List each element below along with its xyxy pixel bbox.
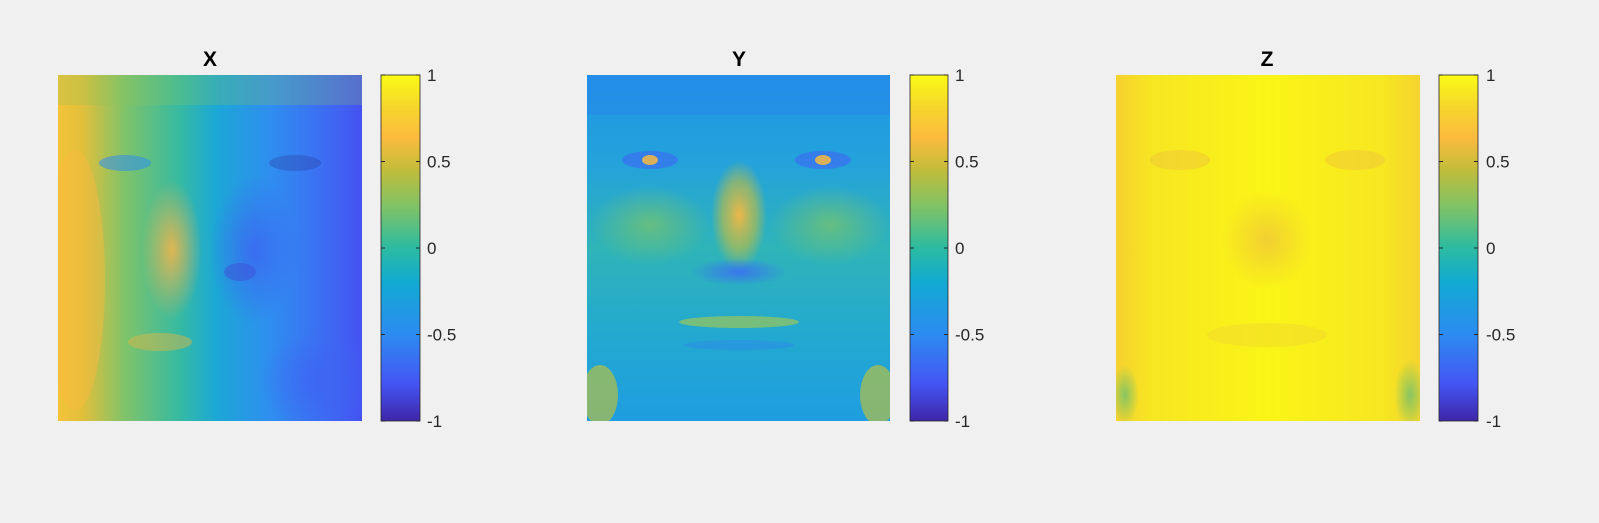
colorbar-y-tick-label: -1	[955, 412, 970, 431]
colorbar-z-tick-label: 0	[1486, 239, 1495, 258]
colorbar-y-tick-label: 0.5	[955, 153, 979, 172]
colorbar-y-ticks	[910, 74, 948, 422]
colorbar-z-tick-label: -1	[1486, 412, 1501, 431]
colorbar-y-tick-label: 0	[955, 239, 964, 258]
colorbar-z-tick-label: 0.5	[1486, 153, 1510, 172]
colorbar-x-gradient	[380, 74, 421, 422]
colorbar-y-tick-label: -0.5	[955, 326, 984, 345]
colorbar-z-tick-label: 1	[1486, 66, 1495, 85]
panel-z-image	[1116, 75, 1420, 421]
colorbar-y: 1 0.5 0 -0.5 -1	[909, 66, 984, 431]
panel-y: Y	[587, 48, 890, 421]
panel-y-title: Y	[732, 48, 746, 71]
colorbar-x-ticks	[381, 74, 420, 422]
colorbar-x-tick-label: 0.5	[427, 153, 451, 172]
panel-x: X	[58, 48, 362, 421]
colorbar-z-ticks	[1439, 74, 1478, 422]
colorbar-z-tick-label: -0.5	[1486, 326, 1515, 345]
colorbar-z-gradient	[1438, 74, 1479, 422]
colorbar-z: 1 0.5 0 -0.5 -1	[1438, 66, 1515, 431]
colorbar-y-tick-label: 1	[955, 66, 964, 85]
colorbar-y-gradient	[909, 74, 949, 422]
panel-z-title: Z	[1261, 48, 1274, 71]
colorbar-x: 1 0.5 0 -0.5 -1	[380, 66, 456, 431]
colorbar-x-tick-label: 1	[427, 66, 436, 85]
panel-x-title: X	[203, 48, 217, 71]
panel-z: Z	[1116, 48, 1420, 421]
panel-x-image	[58, 75, 362, 421]
colorbar-x-tick-label: -1	[427, 412, 442, 431]
colorbar-x-tick-label: 0	[427, 239, 436, 258]
panel-y-image	[587, 75, 890, 421]
colorbar-x-tick-label: -0.5	[427, 326, 456, 345]
